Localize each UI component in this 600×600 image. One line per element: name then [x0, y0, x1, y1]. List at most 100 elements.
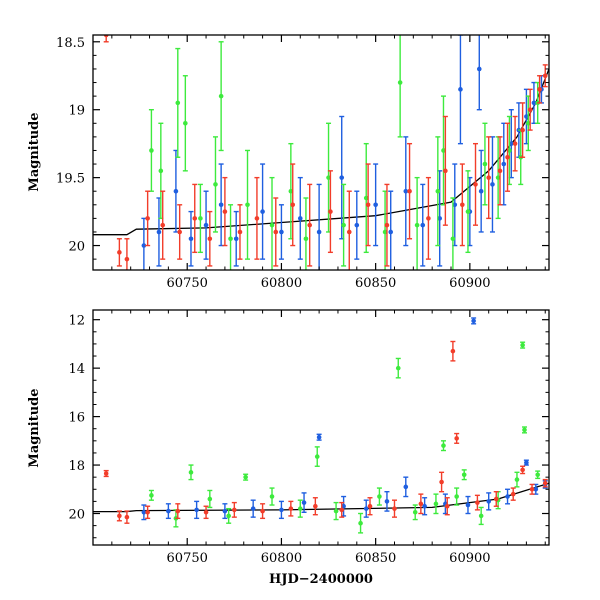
top-point-s1-5 — [203, 190, 209, 260]
bottom-point-s1-18 — [505, 488, 511, 505]
bottom-x-tick-label-3: 60850 — [355, 551, 396, 566]
top-point-s1-19 — [452, 163, 458, 247]
top-point-s2-1 — [148, 109, 154, 192]
top-plot-frame — [92, 34, 550, 271]
top-point-s3-14 — [307, 183, 313, 267]
top-point-s2-5 — [212, 136, 218, 233]
top-point-s2-18 — [450, 197, 456, 270]
bottom-y-tick-label-2: 14 — [68, 362, 85, 377]
top-point-s3-29 — [527, 88, 533, 131]
top-x-tick-label-2: 60800 — [261, 276, 302, 291]
bottom-point-s3-14 — [418, 493, 424, 515]
top-point-s1-14 — [373, 163, 379, 247]
top-plot-area — [93, 35, 549, 270]
bottom-point-s3-12 — [367, 497, 373, 516]
top-point-s1-11 — [316, 183, 322, 270]
bottom-point-s3-3 — [124, 510, 130, 524]
bottom-point-s1-17 — [486, 492, 492, 511]
top-point-s3-25 — [497, 136, 503, 206]
bottom-point-s1-13 — [422, 497, 428, 516]
top-point-s3-28 — [520, 102, 526, 158]
top-point-s3-6 — [177, 204, 183, 260]
top-point-s2-12 — [341, 183, 347, 267]
top-point-s2-26 — [182, 75, 188, 172]
top-point-s1-30 — [457, 35, 463, 145]
top-point-s3-22 — [459, 163, 465, 247]
bottom-point-s3-2 — [116, 510, 122, 522]
top-point-s1-16 — [403, 136, 409, 247]
bottom-point-s1-19 — [523, 459, 529, 466]
bottom-point-s1-8 — [316, 433, 322, 441]
bottom-point-s1-6 — [278, 500, 284, 520]
bottom-point-s1-3 — [194, 500, 200, 520]
top-y-axis-label: Magnitude — [27, 112, 42, 191]
top-point-s2-9 — [288, 142, 294, 240]
bottom-point-s1-12 — [403, 476, 409, 498]
bottom-x-tick-label-2: 60800 — [261, 551, 302, 566]
bottom-y-axis-label: Magnitude — [27, 388, 42, 467]
bottom-point-s3-18 — [454, 432, 460, 444]
top-point-s1-18 — [437, 170, 443, 267]
bottom-x-tick-label-1: 60750 — [167, 551, 208, 566]
top-point-s1-24 — [508, 109, 514, 179]
top-point-s3-26 — [505, 122, 511, 192]
bottom-point-s1-10 — [363, 499, 369, 518]
top-point-s3-17 — [365, 163, 371, 247]
top-point-s1-15 — [388, 190, 394, 270]
top-point-s2-10 — [303, 197, 309, 270]
top-point-s3-5 — [160, 190, 166, 260]
bottom-plot-frame — [92, 309, 550, 546]
bottom-point-s2-16 — [440, 440, 446, 452]
bottom-point-s2-1 — [148, 489, 154, 501]
top-point-s2-17 — [435, 136, 441, 247]
bottom-point-s1-9 — [341, 495, 347, 517]
top-point-s3-31 — [542, 64, 548, 88]
bottom-point-s2-23 — [522, 426, 528, 434]
chart-panel-bottom: 60750 60800 60850 60900 12 14 16 18 20 Magnitude… — [27, 309, 550, 587]
top-point-s1-1 — [141, 217, 147, 270]
bottom-plot-area — [93, 317, 549, 534]
top-x-tick-label-4: 60900 — [449, 276, 490, 291]
bottom-point-s3-15 — [439, 471, 445, 493]
bottom-y-tick-label-3: 16 — [68, 411, 85, 426]
bottom-point-s3-5 — [175, 503, 181, 520]
top-point-s2-4 — [197, 183, 203, 254]
top-point-s3-4 — [145, 190, 151, 247]
bottom-point-s2-17 — [454, 487, 460, 506]
bottom-point-s2-5 — [226, 507, 232, 524]
bottom-point-s2-12 — [376, 487, 382, 506]
top-point-s2-27 — [218, 41, 224, 152]
bottom-point-s3-13 — [391, 499, 397, 518]
top-point-s1-29 — [476, 35, 482, 111]
bottom-point-s2-18 — [461, 469, 467, 481]
bottom-point-s2-3 — [188, 464, 194, 481]
top-point-s3-18 — [384, 183, 390, 267]
top-x-tick-label-3: 60850 — [355, 276, 396, 291]
top-point-s1-7 — [233, 210, 239, 267]
chart-panel-top: 60750 60800 60850 60900 18.5 19 19.5 20 Magnitu… — [27, 34, 550, 291]
bottom-point-s2-13 — [395, 357, 401, 379]
bottom-point-s3-22 — [520, 465, 526, 475]
top-point-s3-27 — [512, 115, 518, 172]
top-point-s3-30 — [537, 75, 543, 104]
bottom-axis-ticks: 60750 60800 60850 60900 12 14 16 18 20 — [68, 310, 549, 566]
bottom-point-s2-10 — [333, 501, 339, 521]
bottom-y-tick-label-1: 12 — [68, 314, 85, 329]
bottom-point-s3-21 — [510, 487, 516, 501]
bottom-point-s3-8 — [260, 503, 266, 520]
top-point-s3-11 — [254, 176, 260, 260]
bottom-point-s1-7 — [301, 492, 307, 513]
bottom-point-s3-20 — [493, 491, 499, 507]
bottom-point-s3-17 — [450, 340, 456, 362]
bottom-point-s2-22 — [520, 341, 526, 349]
bottom-point-s2-11 — [358, 512, 364, 534]
top-point-s2-8 — [269, 176, 275, 270]
bottom-y-tick-label-5: 20 — [68, 508, 85, 523]
bottom-point-s3-23 — [529, 483, 535, 495]
top-y-tick-label-3: 19.5 — [56, 172, 85, 187]
top-y-tick-label-1: 18.5 — [56, 36, 85, 51]
top-point-s3-21 — [442, 115, 448, 226]
bottom-point-s3-4 — [145, 505, 151, 520]
top-point-s3-20 — [425, 176, 431, 260]
